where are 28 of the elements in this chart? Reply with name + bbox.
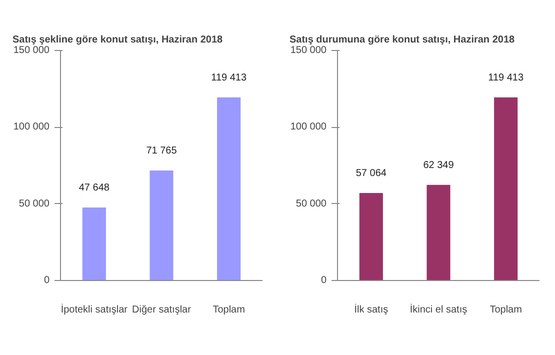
y-tick-label: 50 000: [296, 198, 327, 210]
x-tick-label: İpotekli satışlar: [60, 304, 128, 316]
data-label: 57 064: [356, 168, 387, 179]
x-tick-label: Toplam: [490, 304, 522, 316]
bar: [494, 97, 518, 280]
x-tick-label: Diğer satışlar: [132, 304, 192, 316]
data-label: 47 648: [78, 182, 110, 194]
bar: [82, 207, 106, 280]
bar: [150, 170, 174, 280]
y-tick-label: 0: [320, 275, 327, 286]
y-tick-label: 100 000: [13, 122, 50, 133]
data-label: 119 413: [488, 72, 524, 84]
y-tick-label: 150 000: [13, 45, 50, 56]
data-label: 119 413: [211, 72, 247, 84]
bar: [217, 97, 241, 280]
x-tick-label: İkinci el satış: [410, 304, 468, 316]
data-label: 71 765: [146, 145, 178, 156]
x-tick-label: Toplam: [212, 304, 245, 316]
y-tick-label: 0: [44, 275, 50, 286]
bar: [426, 184, 450, 280]
x-tick-label: İlk satış: [354, 304, 388, 316]
data-label: 62 349: [423, 160, 454, 171]
chart-title: Satış durumuna göre konut satışı, Haziran 2018: [290, 34, 515, 46]
bar: [359, 193, 383, 280]
y-tick-label: 50 000: [18, 198, 50, 210]
y-tick-label: 100 000: [290, 122, 327, 133]
y-tick-label: 150 000: [290, 45, 327, 56]
chart-title: Satış şekline göre konut satışı, Haziran 2018: [12, 34, 224, 46]
